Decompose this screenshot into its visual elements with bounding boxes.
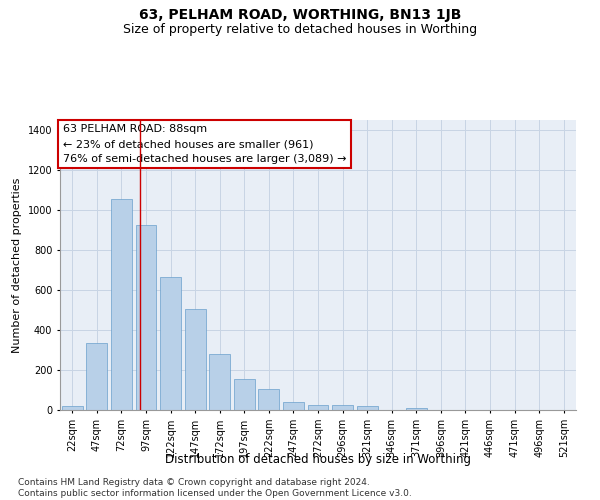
Y-axis label: Number of detached properties: Number of detached properties [12, 178, 22, 352]
Bar [308, 405, 328, 410]
Bar [356, 406, 377, 410]
Text: Distribution of detached houses by size in Worthing: Distribution of detached houses by size … [165, 452, 471, 466]
Text: Contains HM Land Registry data © Crown copyright and database right 2024.
Contai: Contains HM Land Registry data © Crown c… [18, 478, 412, 498]
Text: 63, PELHAM ROAD, WORTHING, BN13 1JB: 63, PELHAM ROAD, WORTHING, BN13 1JB [139, 8, 461, 22]
Bar [62, 406, 83, 410]
Bar [185, 309, 206, 410]
Bar [332, 406, 353, 410]
Bar [406, 408, 427, 410]
Bar [234, 379, 255, 410]
Bar [283, 402, 304, 410]
Bar [136, 225, 157, 410]
Text: 63 PELHAM ROAD: 88sqm
← 23% of detached houses are smaller (961)
76% of semi-det: 63 PELHAM ROAD: 88sqm ← 23% of detached … [62, 124, 346, 164]
Bar [209, 354, 230, 410]
Text: Size of property relative to detached houses in Worthing: Size of property relative to detached ho… [123, 22, 477, 36]
Bar [259, 390, 280, 410]
Bar [160, 277, 181, 410]
Bar [111, 199, 132, 410]
Bar [86, 343, 107, 410]
